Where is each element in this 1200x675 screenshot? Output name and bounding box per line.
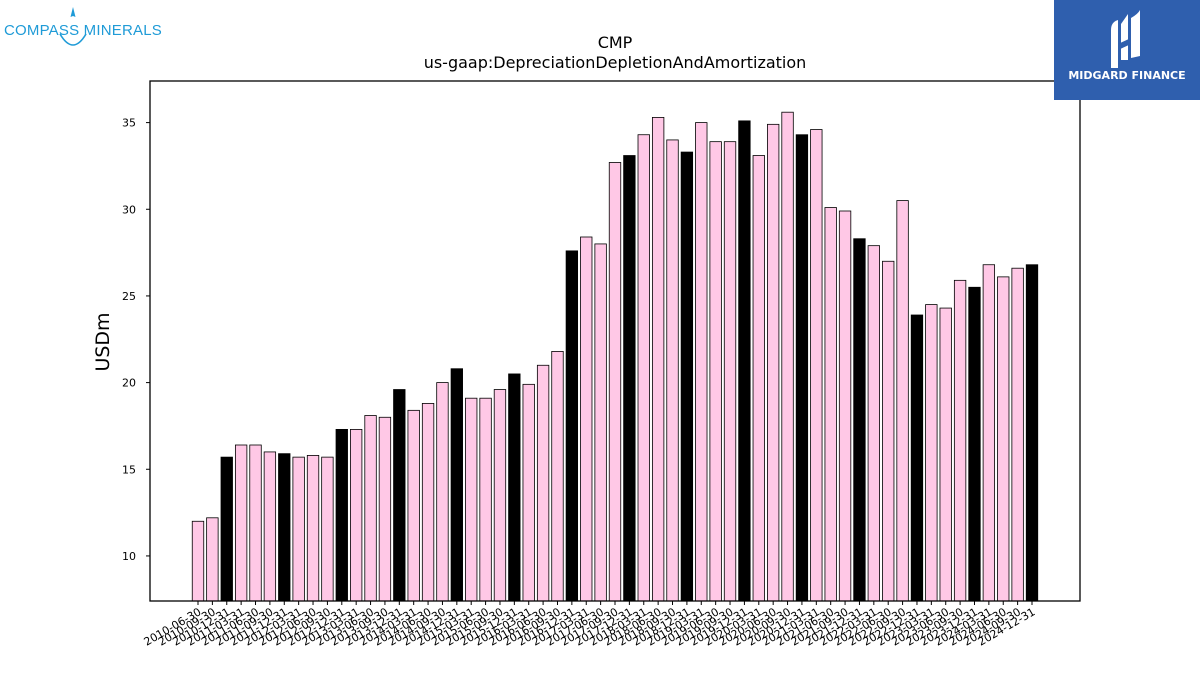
y-tick-label: 15 [122,463,136,476]
bar-2020-06-30 [767,123,780,602]
chart-title: CMP [598,33,633,52]
bar-2019-06-30 [709,141,722,602]
bar-2011-12-31 [278,453,291,602]
bar-2014-06-30 [421,402,435,602]
bar-2021-12-31 [853,238,866,602]
bar-2016-12-31 [565,250,579,602]
bar-2012-12-31 [335,428,348,602]
bar-2019-03-31 [695,122,708,602]
midgard-emblem-icon [1111,10,1140,68]
bar-2017-12-31 [623,155,636,602]
bar-2013-09-30 [378,416,392,602]
chart-subtitle: us-gaap:DepreciationDepletionAndAmortiza… [424,53,807,72]
y-tick-label: 20 [122,377,136,390]
bar-2015-06-30 [479,397,492,602]
bar-2022-06-30 [882,260,895,602]
bar-2015-09-30 [493,389,507,602]
bar-2024-03-31 [982,264,996,602]
bar-2019-12-31 [738,120,751,602]
bar-2015-12-31 [508,373,521,602]
bar-2022-03-31 [867,245,880,602]
bar-2018-03-31 [637,134,650,602]
midgard-finance-wordmark: MIDGARD FINANCE [1068,69,1186,82]
bar-2014-09-30 [436,382,449,602]
bar-2020-09-30 [781,111,794,602]
bar-2024-06-30 [997,276,1010,602]
bar-2023-09-30 [953,279,967,602]
bar-2018-06-30 [651,117,665,602]
bar-2019-09-30 [723,141,737,602]
bar-2010-09-30 [206,517,219,602]
midgard-finance-logo: MIDGARD FINANCE [1054,0,1200,100]
bar-2024-12-31 [1025,264,1039,602]
bar-2018-12-31 [680,151,694,602]
bar-2021-09-30 [838,210,852,602]
bar-2010-12-31 [220,456,233,602]
bar-2014-03-31 [407,409,420,602]
bar-2022-12-31 [910,314,924,602]
y-tick-label: 35 [122,117,136,130]
y-axis-label: USDm [92,312,114,371]
compass-minerals-logo: COMPASS MINERALS [4,4,162,54]
bar-2020-03-31 [752,155,765,602]
bars [191,111,1039,602]
bar-2022-09-30 [896,200,909,602]
bar-2024-09-30 [1011,267,1024,602]
bar-2016-03-31 [522,383,535,602]
bar-2015-03-31 [465,397,478,602]
bar-2016-06-30 [536,364,550,602]
bar-2017-06-30 [594,243,607,602]
bar-2012-06-30 [306,454,320,602]
y-ticks: 10 15 20 25 30 35 [122,117,150,563]
bar-2013-12-31 [393,389,406,602]
y-tick-label: 25 [122,290,136,303]
bar-2013-06-30 [364,415,377,602]
bar-2023-03-31 [925,304,938,602]
compass-minerals-wordmark: COMPASS MINERALS [4,22,162,39]
bar-2021-03-31 [810,129,823,602]
y-tick-label: 30 [122,203,136,216]
plot-frame [149,80,1081,602]
bar-2011-03-31 [234,444,248,602]
bar-2021-06-30 [824,207,837,602]
compass-star-icon [59,7,87,46]
bar-2012-03-31 [292,456,305,602]
x-ticks: 2010-06-302010-09-302010-12-312011-03-31… [142,601,1038,649]
bar-2013-03-31 [350,428,363,602]
bar-2014-12-31 [450,368,463,602]
bar-2017-09-30 [608,162,622,602]
bar-2018-09-30 [666,139,679,602]
bar-2023-12-31 [968,286,981,602]
bar-2023-06-30 [939,307,952,602]
bar-2011-09-30 [263,451,277,602]
y-tick-label: 10 [122,550,136,563]
bar-2012-09-30 [321,456,334,602]
bar-2017-03-31 [580,236,593,602]
bar-2020-12-31 [795,134,809,602]
bar-2016-09-30 [551,350,564,602]
bar-2010-06-30 [191,520,205,602]
bar-2011-06-30 [249,444,262,602]
